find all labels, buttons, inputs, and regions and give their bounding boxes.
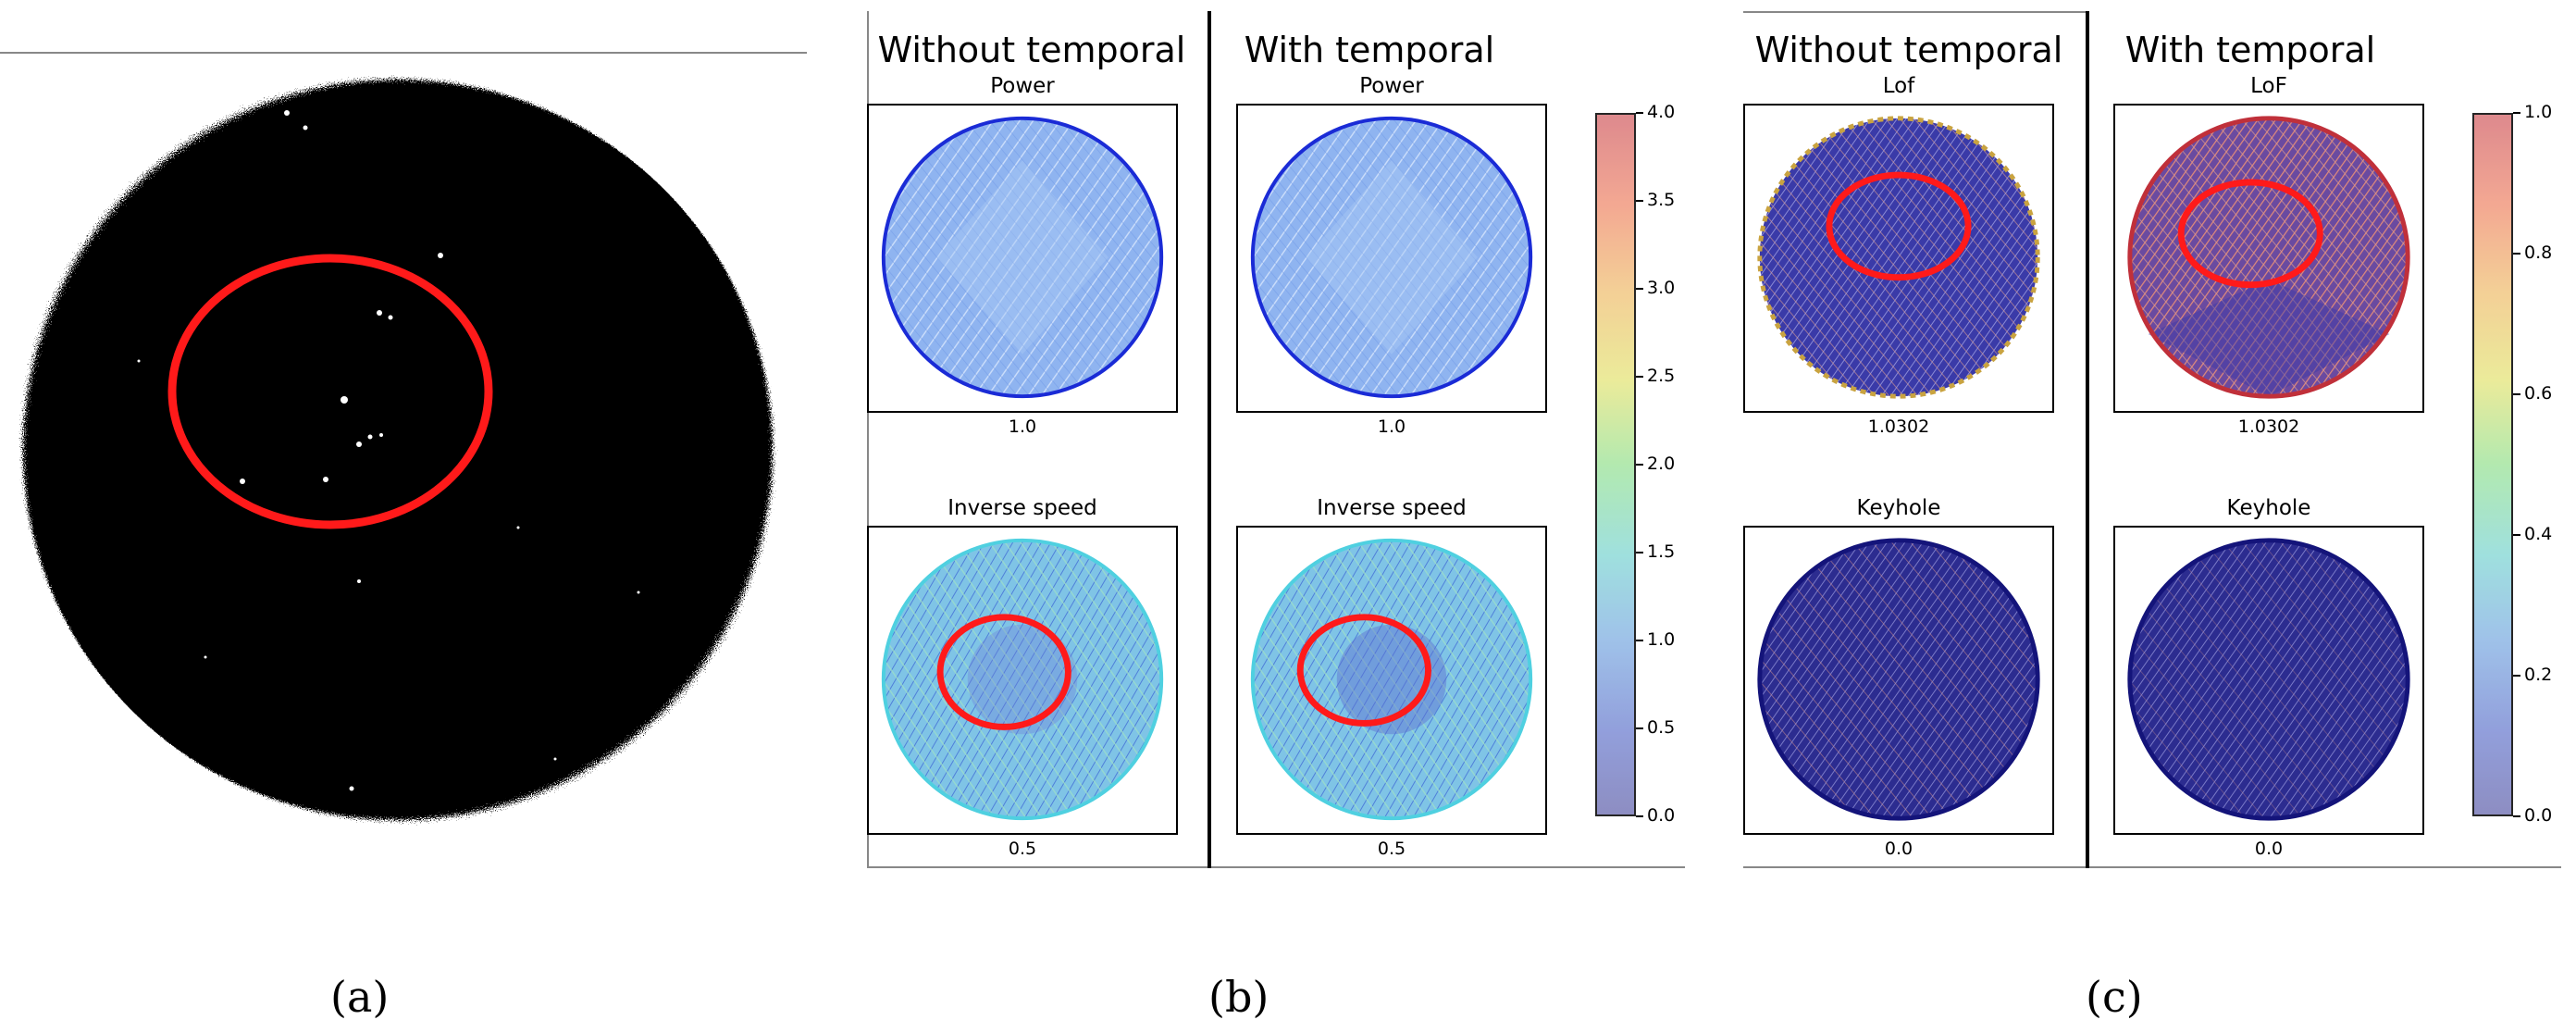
plot-value: 1.0: [1377, 417, 1406, 437]
colorbar-tick-mark: [2513, 675, 2520, 677]
disk-edge: [881, 116, 1164, 399]
panel-c-top-rule: [1743, 11, 2086, 13]
plot-value: 1.0302: [2237, 417, 2300, 437]
plot-keyhole-without: [1743, 526, 2054, 835]
highlight-ring-a: [167, 254, 493, 529]
colorbar-c: [2472, 113, 2513, 816]
panel-c-header-left: Without temporal: [1754, 30, 2063, 70]
colorbar-tick-label: 4.0: [1647, 102, 1676, 122]
colorbar-tick-label: 3.5: [1647, 190, 1676, 210]
colorbar-tick-label: 0.8: [2524, 242, 2553, 263]
panel-b-bottom-rule: [867, 866, 1685, 868]
colorbar-tick-label: 1.0: [1647, 629, 1676, 650]
colorbar-tick-mark: [1636, 815, 1643, 817]
white-spots: [137, 110, 640, 791]
plot-value: 0.0: [1884, 839, 1913, 859]
plot-title: Power: [1359, 74, 1424, 98]
plot-title: LoF: [2250, 74, 2287, 98]
panel-c-bottom-rule: [1743, 866, 2561, 868]
colorbar-tick-mark: [2513, 393, 2520, 395]
plot-title: Keyhole: [2226, 496, 2311, 520]
plot-value: 0.0: [2254, 839, 2284, 859]
plot-title: Keyhole: [1856, 496, 1941, 520]
colorbar-tick-label: 0.6: [2524, 383, 2553, 404]
plot-speed-with: [1236, 526, 1547, 835]
melt-pool-image: [23, 80, 773, 820]
plot-title: Inverse speed: [1317, 496, 1467, 520]
colorbar-tick-label: 1.5: [1647, 541, 1676, 562]
plot-value: 0.5: [1377, 839, 1406, 859]
plot-power-with: [1236, 104, 1547, 413]
plot-value: 0.5: [1008, 839, 1037, 859]
plot-title: Lof: [1882, 74, 1915, 98]
colorbar-tick-mark: [1636, 200, 1643, 202]
colorbar-tick-mark: [2513, 112, 2520, 114]
panel-b-left-border: [867, 11, 869, 868]
colorbar-tick-mark: [1636, 552, 1643, 553]
panel-c-divider: [2086, 11, 2089, 868]
colorbar-tick-label: 0.0: [1647, 805, 1676, 826]
plot-value: 1.0302: [1867, 417, 1930, 437]
colorbar-tick-label: 0.2: [2524, 665, 2553, 685]
colorbar-tick-label: 2.0: [1647, 454, 1676, 474]
panel-b-divider: [1208, 11, 1211, 868]
highlight-ring: [936, 614, 1071, 730]
plot-lof-without: [1743, 104, 2054, 413]
colorbar-tick-mark: [2513, 815, 2520, 817]
panel-b-header-left: Without temporal: [877, 30, 1186, 70]
panel-c-header-right: With temporal: [2124, 30, 2376, 70]
plot-speed-without: [867, 526, 1178, 835]
caption-a: (a): [330, 972, 390, 1022]
colorbar-tick-mark: [2513, 534, 2520, 536]
colorbar-tick-label: 0.0: [2524, 805, 2553, 826]
top-rule-a: [0, 52, 807, 54]
colorbar-tick-label: 2.5: [1647, 366, 1676, 386]
disk-edge: [1250, 116, 1533, 399]
plot-keyhole-with: [2113, 526, 2424, 835]
colorbar-tick-mark: [1636, 112, 1643, 114]
colorbar-tick-mark: [1636, 640, 1643, 641]
plot-title: Power: [990, 74, 1055, 98]
colorbar-tick-mark: [1636, 464, 1643, 466]
plot-title: Inverse speed: [947, 496, 1097, 520]
caption-b: (b): [1208, 972, 1269, 1022]
colorbar-tick-label: 1.0: [2524, 102, 2553, 122]
highlight-ring: [1296, 614, 1431, 727]
plot-value: 1.0: [1008, 417, 1037, 437]
colorbar-tick-mark: [2513, 253, 2520, 255]
panel-b-header-right: With temporal: [1244, 30, 1495, 70]
plot-lof-with: [2113, 104, 2424, 413]
colorbar-b: [1595, 113, 1636, 816]
highlight-ring: [2177, 179, 2323, 289]
colorbar-tick-mark: [1636, 288, 1643, 290]
highlight-ring: [1826, 171, 1972, 281]
caption-c: (c): [2086, 972, 2143, 1022]
colorbar-tick-label: 0.5: [1647, 717, 1676, 738]
colorbar-tick-mark: [1636, 376, 1643, 378]
colorbar-tick-label: 3.0: [1647, 278, 1676, 298]
plot-power-without: [867, 104, 1178, 413]
colorbar-tick-mark: [1636, 727, 1643, 729]
colorbar-tick-label: 0.4: [2524, 524, 2553, 544]
black-disk: [23, 80, 773, 820]
